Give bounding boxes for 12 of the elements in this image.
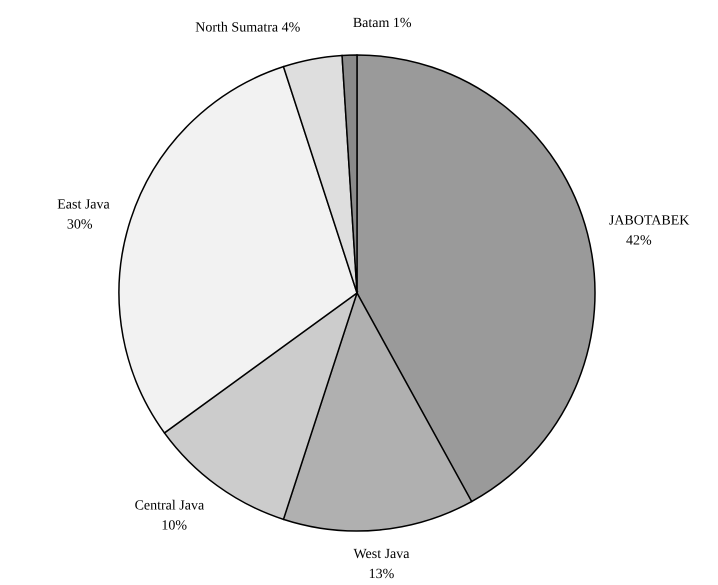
slice-label: North Sumatra [195, 20, 278, 36]
data-label: 4% [282, 20, 300, 36]
slice-label: West Java [353, 546, 410, 562]
slice-label: JABOTABEK [608, 213, 690, 228]
data-label: 42% [626, 233, 652, 248]
slice-label: Batam [352, 16, 390, 32]
data-label: 1% [392, 16, 412, 32]
slice-label: East Java [57, 198, 111, 213]
data-label: 13% [368, 566, 395, 582]
slice-label: Central Java [134, 498, 205, 514]
data-label: 30% [66, 218, 93, 233]
data-label: 10% [161, 518, 188, 534]
